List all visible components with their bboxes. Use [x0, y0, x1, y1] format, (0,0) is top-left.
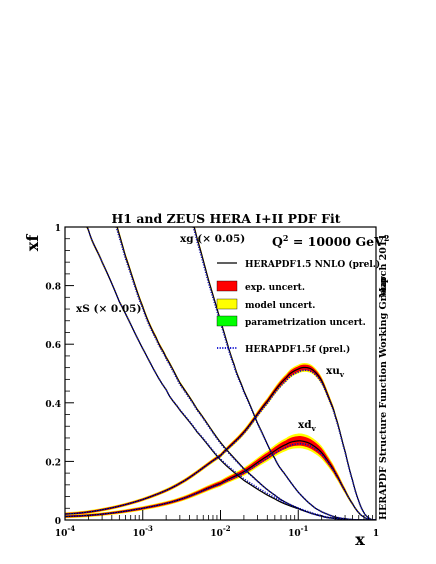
- axes: 0 0.2 0.4 0.6 0.8 1 10-4 10-3 10-2 10-1 1: [45, 224, 379, 539]
- x-tick-label: 10-1: [288, 524, 308, 539]
- y-tick-label: 1: [55, 224, 61, 234]
- x-axis-label: x: [355, 530, 365, 549]
- series-label-xg: xg (× 0.05): [180, 233, 245, 245]
- series-label-xdv: xdv: [298, 419, 317, 433]
- legend-label: HERAPDF1.5 NNLO (prel.): [245, 259, 380, 270]
- q2-annotation: Q2 = 10000 GeV2: [272, 233, 389, 249]
- y-axis-label: xf: [23, 234, 42, 252]
- legend-label: exp. uncert.: [245, 283, 305, 293]
- legend-label: model uncert.: [245, 301, 315, 311]
- x-tick-label: 10-4: [55, 524, 75, 539]
- legend-label: HERAPDF1.5f (prel.): [245, 344, 350, 355]
- plot-area: [65, 227, 376, 520]
- x-tick-label: 10-3: [133, 524, 153, 539]
- legend-swatch: [216, 280, 238, 292]
- side-group: HERAPDF Structure Function Working Group: [378, 276, 389, 520]
- y-tick-label: 0.8: [45, 283, 61, 293]
- alt-fit-line: [65, 369, 376, 520]
- legend-swatch: [216, 315, 238, 327]
- x-tick-label: 1: [373, 529, 379, 539]
- series-label-xuv: xuv: [326, 365, 345, 379]
- alt-fit-line: [192, 227, 376, 520]
- central-curves: [65, 227, 376, 520]
- legend: HERAPDF1.5 NNLO (prel.) exp. uncert. model…: [216, 259, 380, 355]
- chart-title: H1 and ZEUS HERA I+II PDF Fit: [111, 211, 340, 226]
- y-tick-label: 0.2: [45, 458, 61, 468]
- series-label-xs: xS (× 0.05): [76, 303, 141, 315]
- legend-label: parametrization uncert.: [245, 318, 366, 328]
- y-tick-label: 0.4: [45, 400, 61, 410]
- alt-fit-line: [115, 227, 376, 520]
- alt-fit-line: [65, 442, 376, 520]
- y-tick-label: 0: [55, 517, 61, 527]
- legend-swatch: [216, 298, 238, 310]
- x-tick-label: 10-2: [210, 524, 230, 539]
- side-date: March 2011: [378, 234, 389, 298]
- y-tick-label: 0.6: [45, 341, 61, 351]
